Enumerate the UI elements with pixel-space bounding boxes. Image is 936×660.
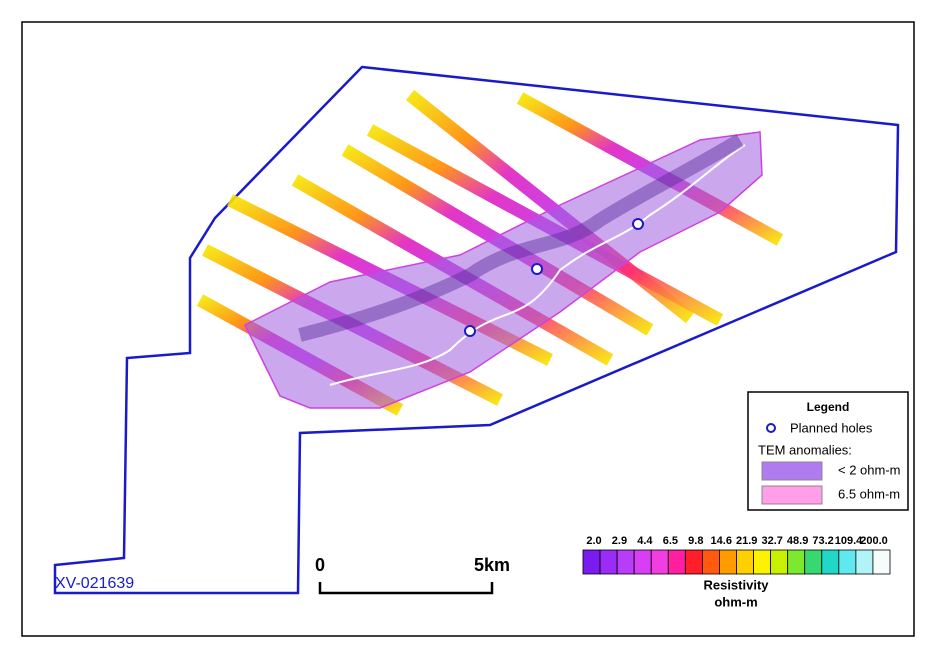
colorbar-cell — [633, 549, 652, 575]
legend: Legend Planned holes TEM anomalies: < 2 … — [747, 391, 909, 511]
colorbar-label: 6.5 — [663, 535, 678, 547]
scale-line — [318, 582, 494, 595]
anomaly-label: < 2 ohm-m — [838, 462, 901, 477]
anomaly-label: 6.5 ohm-m — [838, 486, 900, 501]
colorbar-cell — [616, 549, 635, 575]
colorbar-cell — [753, 549, 772, 575]
colorbar-label: 2.9 — [612, 535, 627, 547]
legend-title: Legend — [807, 400, 850, 414]
colorbar-cell — [701, 549, 720, 575]
colorbar-cell — [667, 549, 686, 575]
map-label: XV-021639 — [55, 575, 134, 592]
colorbar-title: Resistivity — [703, 577, 769, 592]
scale-end: 5km — [474, 555, 510, 575]
tem-anomaly — [243, 131, 763, 409]
colorbar-cell — [821, 549, 840, 575]
colorbar-label: 14.6 — [711, 535, 732, 547]
colorbar-cell — [719, 549, 737, 575]
colorbar-cell — [770, 549, 789, 575]
colorbar-label: 9.8 — [688, 535, 703, 547]
anomaly-swatch — [761, 461, 823, 481]
anomaly-core — [298, 133, 744, 342]
colorbar-cell — [855, 549, 874, 575]
colorbar-label: 73.2 — [812, 535, 833, 547]
hole — [464, 325, 476, 337]
legend-holes: Planned holes — [790, 420, 873, 435]
colorbar-cell — [582, 549, 601, 575]
colorbar-cell — [872, 549, 891, 575]
colorbar-unit: ohm-m — [714, 594, 757, 609]
anomaly-outline — [329, 144, 746, 386]
hole — [531, 263, 543, 275]
claim-boundary — [53, 65, 900, 595]
scale-bar: 0 5km — [315, 555, 510, 595]
hole-symbol — [766, 423, 776, 433]
colorbar-cell — [684, 549, 703, 575]
planned-holes — [464, 218, 644, 337]
colorbar-cell — [787, 549, 806, 575]
scale-start: 0 — [315, 555, 325, 575]
colorbar-cell — [650, 549, 669, 575]
colorbar-label: 48.9 — [787, 535, 808, 547]
colorbar-label: 200.0 — [860, 535, 888, 547]
colorbar: Resistivity ohm-m 2.0 2.9 4.4 6.5 9.8 14.6 21.… — [582, 535, 891, 609]
legend-subtitle: TEM anomalies: — [758, 442, 852, 457]
colorbar-cell — [838, 549, 857, 575]
colorbar-cell — [599, 549, 618, 575]
colorbar-label: 109.4 — [835, 535, 863, 547]
hole — [632, 218, 644, 230]
colorbar-label: 4.4 — [637, 535, 653, 547]
colorbar-label: 32.7 — [761, 535, 782, 547]
colorbar-cell — [804, 549, 823, 575]
colorbar-label: 21.9 — [736, 535, 757, 547]
colorbar-cell — [736, 549, 754, 575]
colorbar-label: 2.0 — [586, 535, 601, 547]
anomaly-swatch — [761, 485, 823, 505]
